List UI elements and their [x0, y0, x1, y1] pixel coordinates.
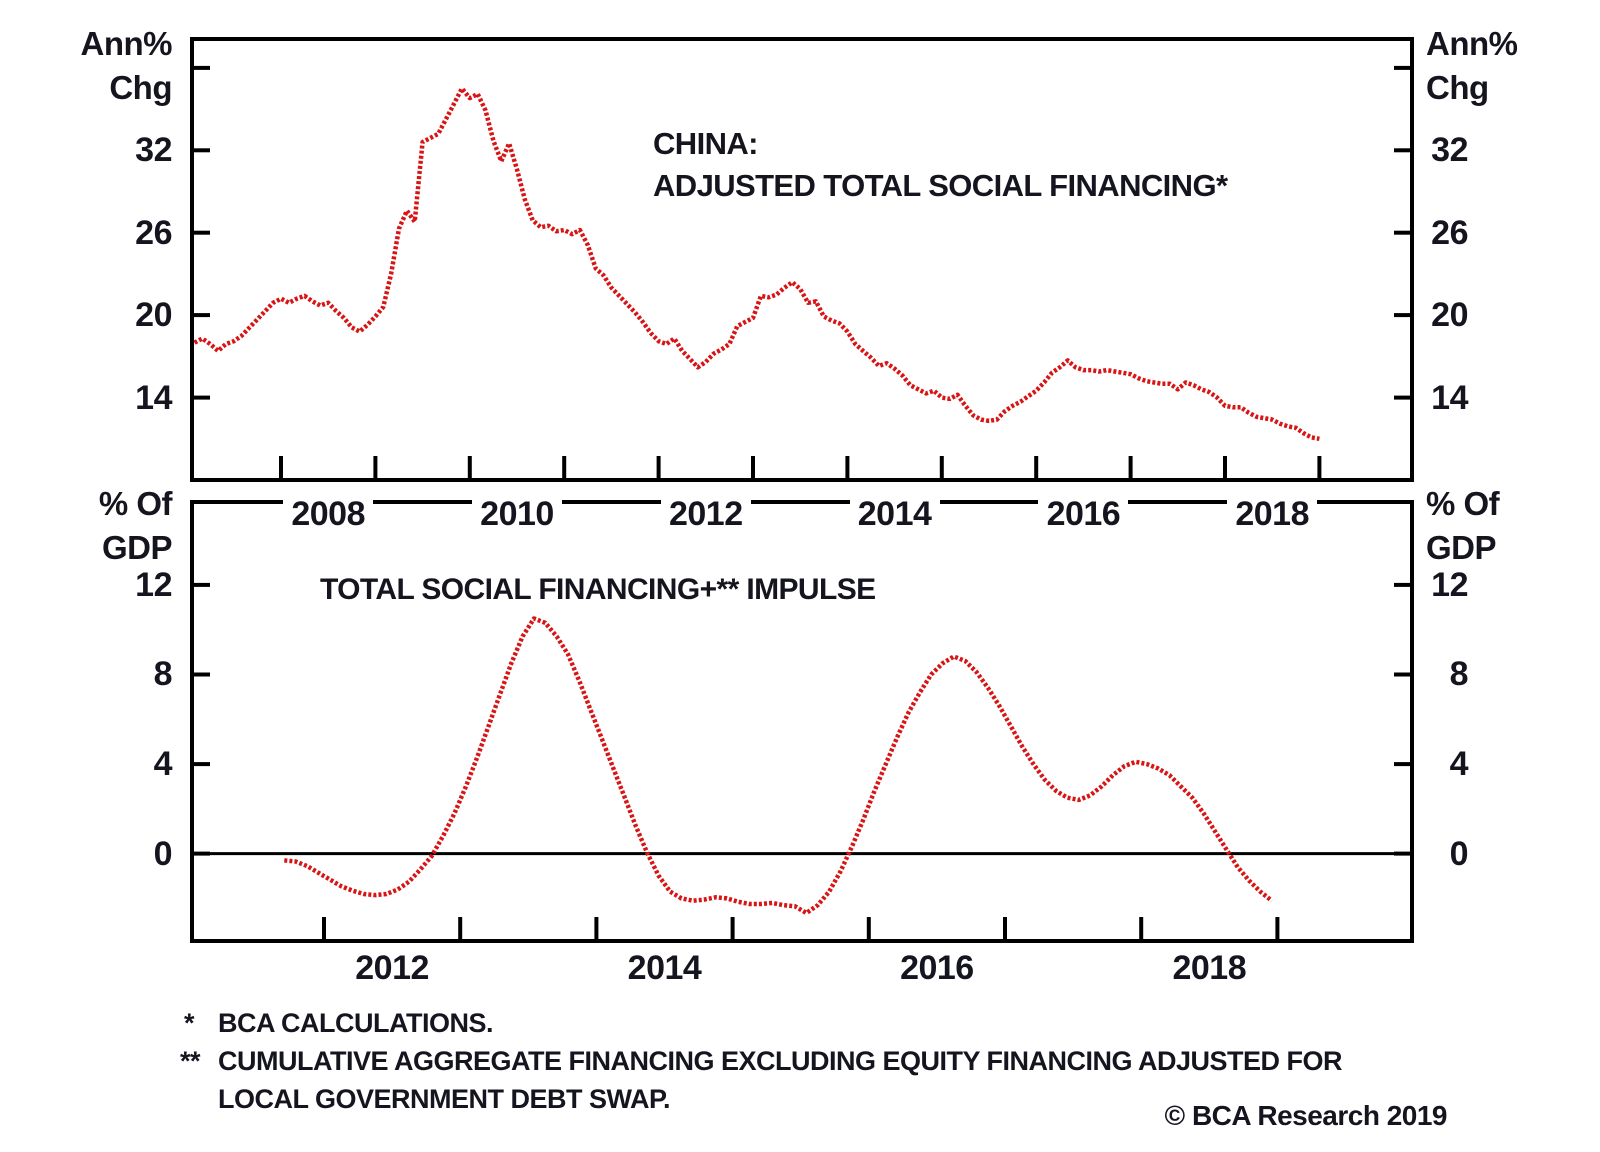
bottom-panel-frame	[190, 500, 1414, 943]
top-series-line	[193, 86, 1320, 442]
bottom-series-line	[284, 616, 1274, 916]
top-panel-frame	[190, 37, 1414, 482]
